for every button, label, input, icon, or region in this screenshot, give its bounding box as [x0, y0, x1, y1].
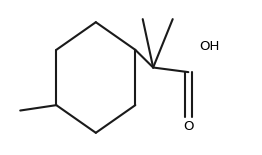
Text: O: O — [183, 120, 194, 133]
Text: OH: OH — [199, 40, 219, 53]
